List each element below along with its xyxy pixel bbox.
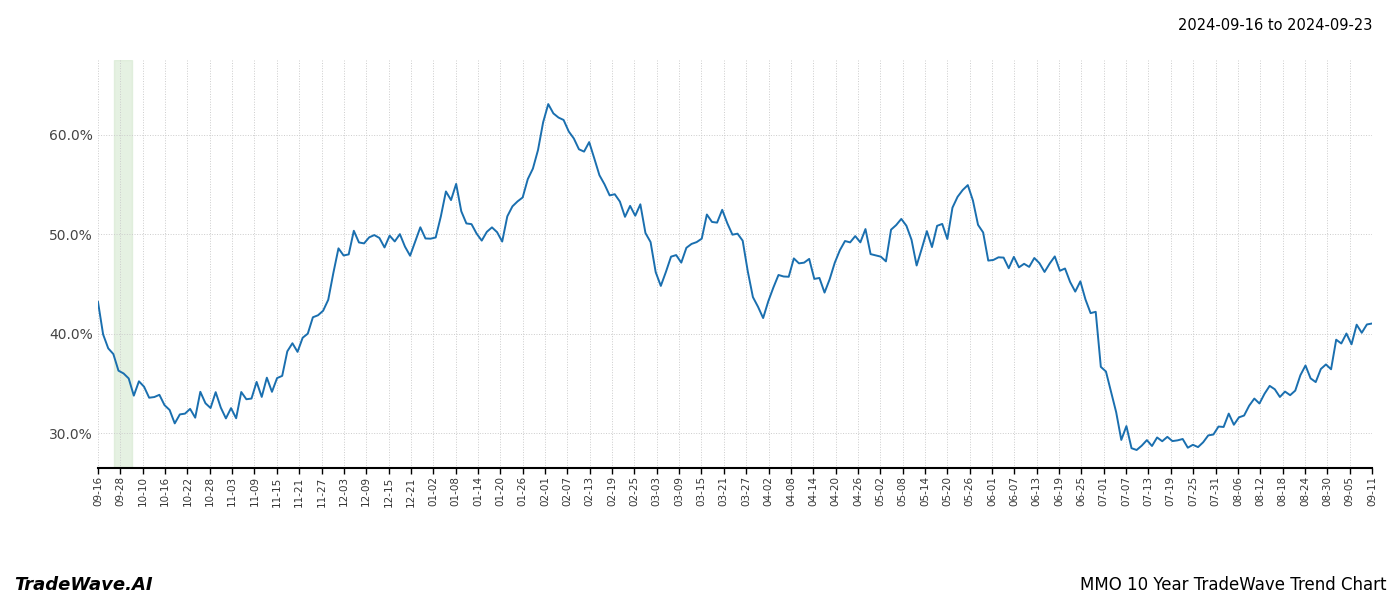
Text: MMO 10 Year TradeWave Trend Chart: MMO 10 Year TradeWave Trend Chart	[1079, 576, 1386, 594]
Text: TradeWave.AI: TradeWave.AI	[14, 576, 153, 594]
Bar	[113, 60, 132, 468]
Text: 2024-09-16 to 2024-09-23: 2024-09-16 to 2024-09-23	[1177, 18, 1372, 33]
